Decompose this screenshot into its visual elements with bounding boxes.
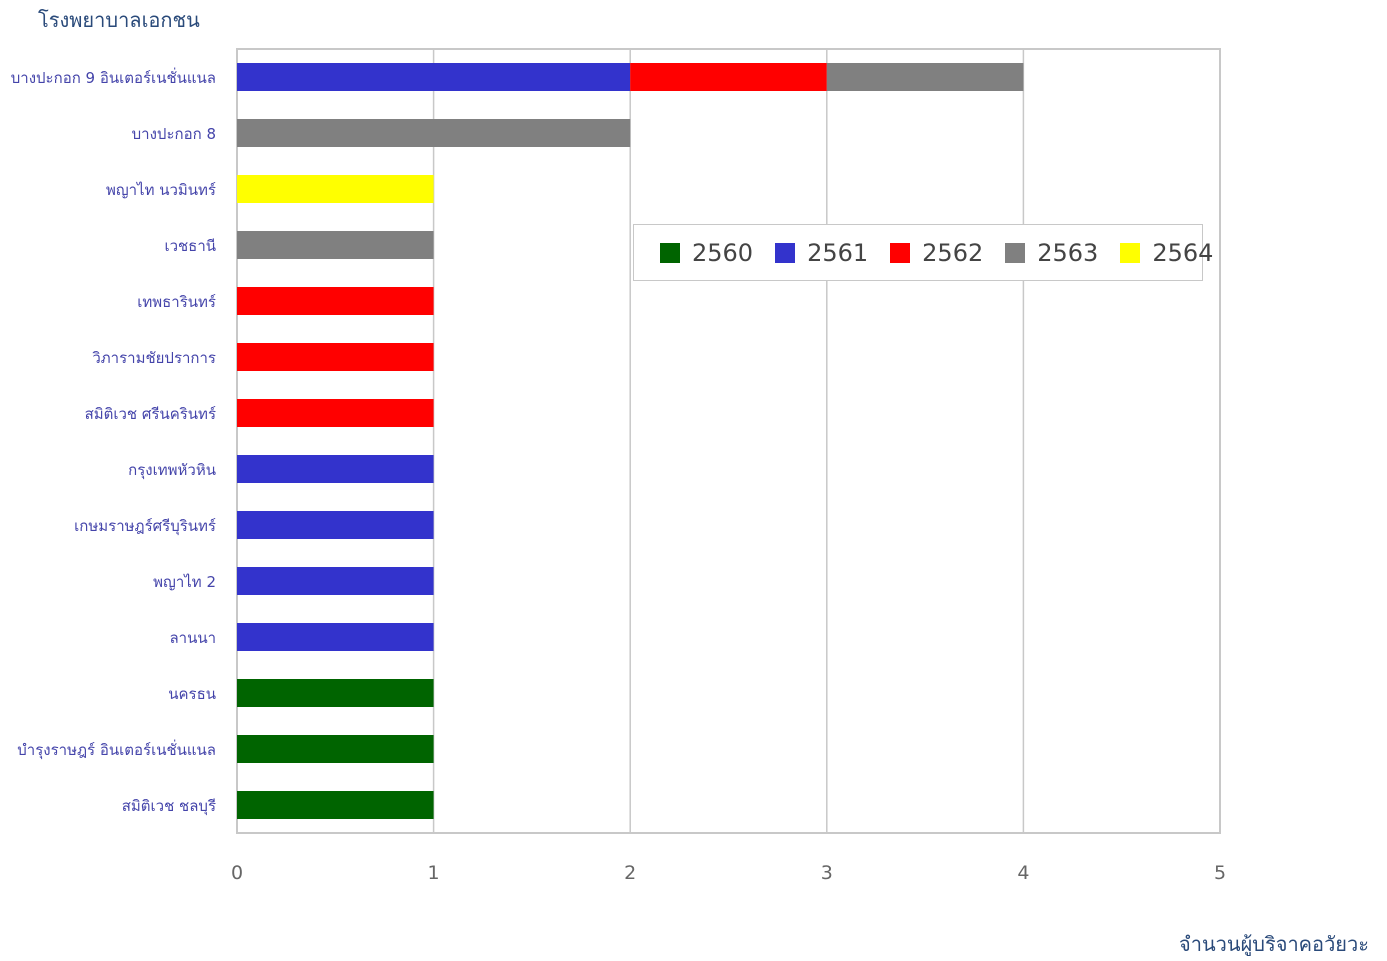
bar-2562-6: [237, 399, 434, 427]
plot-area: [236, 48, 1221, 834]
x-axis-title: จำนวนผู้บริจาคอวัยวะ: [1179, 932, 1369, 956]
category-label-2: พญาไท นวมินทร์: [106, 181, 216, 199]
bar-2561-10: [237, 623, 434, 651]
y-axis-title: โรงพยาบาลเอกชน: [38, 8, 200, 32]
bar-2562-0: [630, 63, 827, 91]
bar-2561-7: [237, 455, 434, 483]
bar-2561-0: [237, 63, 631, 91]
bar-2564-2: [237, 175, 434, 203]
chart-legend: 2560 2561 2562 2563 2564: [633, 224, 1213, 281]
category-label-6: สมิติเวช ศรีนครินทร์: [85, 405, 216, 423]
x-tick-label-0: 0: [231, 862, 243, 884]
bar-2560-12: [237, 735, 434, 763]
legend-swatch-2560: [660, 242, 680, 263]
legend-swatch-2564: [1120, 242, 1141, 263]
bar-2560-13: [237, 791, 434, 819]
bar-2563-1: [237, 119, 631, 147]
category-label-4: เทพธารินทร์: [137, 293, 216, 311]
category-label-10: ลานนา: [169, 629, 216, 647]
x-tick-label-5: 5: [1214, 862, 1226, 884]
category-label-3: เวชธานี: [164, 237, 216, 255]
x-tick-label-3: 3: [821, 862, 833, 884]
legend-label-2562: 2562: [922, 238, 984, 267]
category-label-5: วิภารามชัยปราการ: [92, 349, 216, 367]
legend-swatch-2563: [1005, 242, 1026, 263]
legend-label-2564: 2564: [1152, 238, 1214, 267]
bar-2563-0: [826, 63, 1024, 91]
category-label-13: สมิติเวช ชลบุรี: [122, 797, 216, 816]
bar-2562-4: [237, 287, 434, 315]
legend-item-2564: 2564: [1120, 239, 1213, 267]
category-label-12: บำรุงราษฎร์ อินเตอร์เนชั่นแนล: [17, 739, 216, 760]
category-label-9: พญาไท 2: [153, 573, 216, 591]
x-tick-label-4: 4: [1017, 862, 1029, 884]
legend-swatch-2562: [890, 242, 911, 263]
legend-swatch-2561: [775, 242, 796, 263]
bar-2561-9: [237, 567, 434, 595]
category-label-0: บางปะกอก 9 อินเตอร์เนชั่นแนล: [11, 67, 216, 87]
category-label-7: กรุงเทพหัวหิน: [128, 461, 216, 480]
legend-item-2562: 2562: [890, 239, 983, 267]
bar-2562-5: [237, 343, 434, 371]
bar-2560-11: [237, 679, 434, 707]
legend-label-2561: 2561: [807, 238, 869, 267]
x-tick-label-1: 1: [428, 862, 440, 884]
legend-label-2563: 2563: [1037, 238, 1099, 267]
category-label-1: บางปะกอก 8: [132, 125, 216, 143]
legend-item-2561: 2561: [775, 239, 868, 267]
legend-item-2563: 2563: [1005, 239, 1098, 267]
legend-label-2560: 2560: [692, 238, 754, 267]
bar-2563-3: [237, 231, 434, 259]
category-label-8: เกษมราษฎร์ศรีบุรินทร์: [74, 517, 216, 536]
legend-item-2560: 2560: [660, 239, 753, 267]
x-tick-label-2: 2: [624, 862, 636, 884]
category-label-11: นครธน: [168, 685, 216, 703]
bar-2561-8: [237, 511, 434, 539]
